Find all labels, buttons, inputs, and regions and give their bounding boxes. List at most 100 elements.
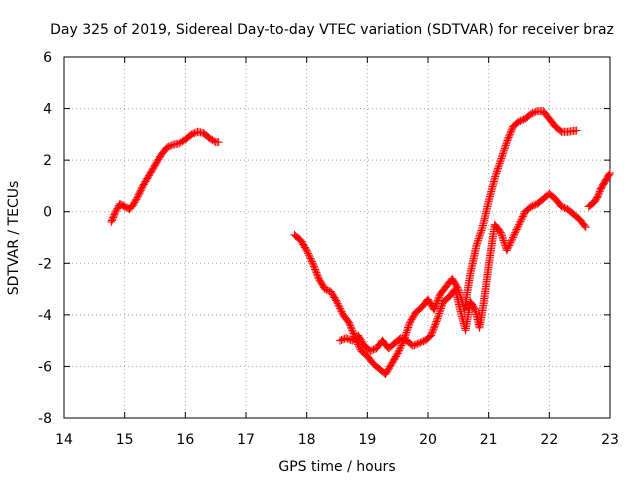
data-point bbox=[494, 164, 503, 173]
x-tick-label: 23 bbox=[601, 432, 619, 448]
y-tick-label: 6 bbox=[43, 50, 52, 66]
data-point bbox=[404, 321, 413, 330]
x-tick-label: 17 bbox=[237, 432, 255, 448]
data-point bbox=[304, 251, 313, 260]
data-point bbox=[516, 217, 525, 226]
data-point bbox=[476, 228, 485, 237]
data-point bbox=[402, 328, 411, 337]
data-point bbox=[503, 244, 512, 253]
data-point bbox=[305, 252, 314, 261]
x-tick-label: 19 bbox=[358, 432, 376, 448]
y-tick-label: -6 bbox=[38, 359, 52, 375]
data-point bbox=[335, 302, 344, 311]
data-point bbox=[496, 157, 505, 166]
data-point bbox=[433, 316, 442, 325]
data-point bbox=[435, 309, 444, 318]
data-point bbox=[476, 229, 485, 238]
data-point bbox=[307, 256, 316, 265]
data-point bbox=[515, 218, 524, 227]
data-point bbox=[492, 167, 501, 176]
data-point bbox=[518, 212, 527, 221]
data-point bbox=[497, 231, 506, 240]
data-point bbox=[477, 226, 486, 235]
data-point bbox=[473, 239, 482, 248]
data-point bbox=[302, 246, 311, 255]
data-point bbox=[435, 307, 444, 316]
data-point bbox=[495, 161, 504, 170]
data-point bbox=[497, 154, 506, 163]
data-point bbox=[513, 223, 522, 232]
data-point bbox=[498, 151, 507, 160]
data-point bbox=[472, 241, 481, 250]
x-tick-label: 20 bbox=[419, 432, 437, 448]
data-point bbox=[499, 236, 508, 245]
data-point bbox=[337, 307, 346, 316]
tick-labels: 14 15 16 17 18 19 20 21 22 23 -8 -6 -4 -2 0 2 4 6 bbox=[38, 50, 619, 448]
data-point bbox=[403, 325, 412, 334]
data-point bbox=[433, 314, 442, 323]
data-point bbox=[510, 230, 519, 239]
y-tick-label: 2 bbox=[43, 153, 52, 169]
plot-frame bbox=[63, 56, 611, 419]
data-point bbox=[496, 228, 505, 237]
data-point bbox=[333, 299, 342, 308]
data-point bbox=[490, 174, 499, 183]
data-point bbox=[500, 144, 509, 153]
data-point bbox=[355, 343, 364, 352]
data-point bbox=[403, 326, 412, 335]
data-point bbox=[395, 346, 404, 355]
data-point bbox=[333, 297, 341, 306]
axis-ticks bbox=[63, 56, 611, 419]
data-point bbox=[495, 159, 504, 168]
data-point bbox=[507, 236, 516, 245]
data-point bbox=[502, 246, 511, 255]
data-point bbox=[473, 237, 482, 246]
data-point bbox=[499, 149, 508, 158]
data-point bbox=[511, 227, 520, 236]
y-axis-label: SDTVAR / TECUs bbox=[6, 181, 22, 296]
data-point bbox=[509, 231, 518, 240]
grid-lines bbox=[64, 57, 610, 418]
data-point bbox=[501, 141, 510, 150]
series-segment-2 bbox=[290, 107, 581, 379]
data-point bbox=[499, 147, 508, 156]
data-point bbox=[434, 311, 443, 320]
data-point bbox=[514, 222, 523, 231]
data-point bbox=[606, 169, 614, 178]
data-point bbox=[581, 223, 590, 232]
data-point bbox=[478, 224, 487, 233]
x-tick-label: 14 bbox=[55, 432, 73, 448]
x-tick-label: 15 bbox=[116, 432, 134, 448]
x-tick-label: 18 bbox=[298, 432, 316, 448]
data-point bbox=[334, 301, 343, 310]
data-point bbox=[497, 229, 506, 238]
data-point bbox=[500, 146, 509, 155]
series-segment-1 bbox=[107, 127, 223, 227]
data-point bbox=[572, 126, 581, 135]
data-point bbox=[499, 234, 508, 243]
data-point bbox=[437, 302, 446, 311]
data-point bbox=[474, 236, 483, 245]
x-axis-label: GPS time / hours bbox=[278, 459, 395, 475]
data-point bbox=[515, 220, 523, 229]
data-point bbox=[491, 172, 500, 181]
data-point bbox=[432, 317, 441, 326]
data-point bbox=[474, 234, 483, 243]
x-tick-label: 16 bbox=[176, 432, 194, 448]
x-tick-label: 21 bbox=[480, 432, 498, 448]
data-point bbox=[517, 215, 526, 224]
data-point bbox=[518, 214, 527, 223]
data-point bbox=[519, 210, 528, 219]
data-point bbox=[508, 233, 517, 242]
data-point bbox=[501, 143, 510, 152]
data-point bbox=[336, 306, 345, 315]
data-point bbox=[436, 306, 445, 315]
series-segment-4 bbox=[584, 169, 614, 211]
data-point bbox=[336, 304, 345, 313]
data-point bbox=[506, 238, 515, 247]
data-point bbox=[396, 343, 405, 352]
data-point bbox=[511, 228, 520, 237]
y-tick-label: -4 bbox=[38, 308, 52, 324]
data-point bbox=[394, 347, 403, 356]
